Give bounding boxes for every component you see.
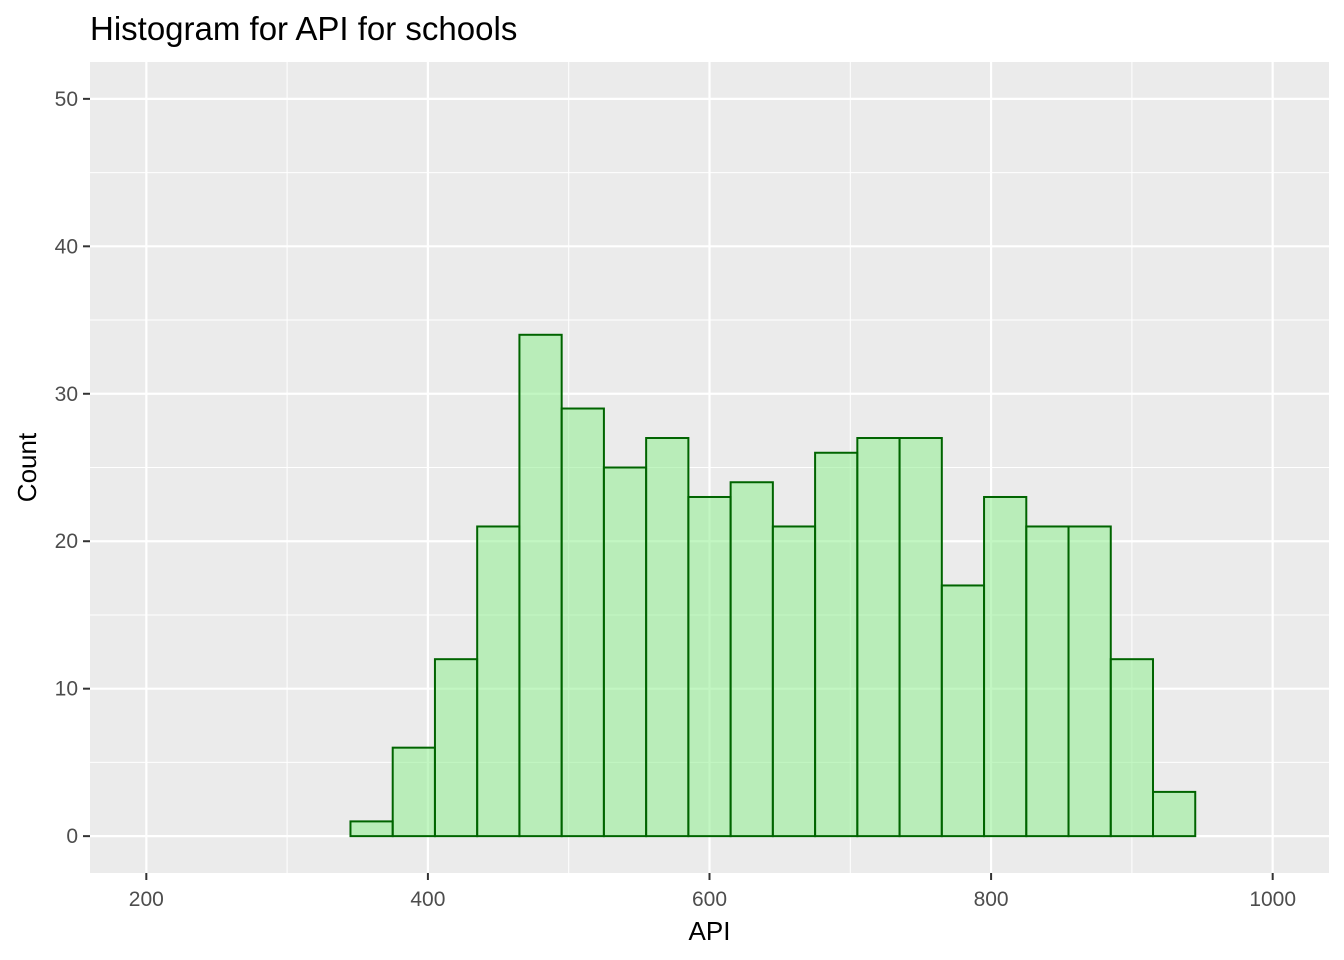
histogram-bar bbox=[687, 495, 732, 838]
y-tick-label: 10 bbox=[55, 678, 78, 701]
y-tick-label: 20 bbox=[55, 530, 78, 553]
y-tick-label: 0 bbox=[66, 825, 78, 848]
histogram-bar bbox=[645, 437, 690, 838]
histogram-bar bbox=[1067, 525, 1112, 838]
histogram-bar bbox=[391, 746, 436, 838]
x-tick-label: 800 bbox=[974, 888, 1009, 911]
x-tick-label: 600 bbox=[692, 888, 727, 911]
histogram-bar bbox=[856, 437, 901, 838]
y-tick-labels: 0 10 20 30 40 50 bbox=[55, 88, 78, 848]
histogram-bar bbox=[940, 584, 986, 838]
histogram-bar bbox=[1109, 658, 1155, 838]
x-axis-title: API bbox=[689, 916, 731, 946]
histogram-bar bbox=[814, 451, 859, 838]
histogram-bar bbox=[518, 333, 563, 838]
x-tick-label: 200 bbox=[129, 888, 164, 911]
axis-ticks bbox=[83, 97, 1274, 880]
histogram-bar bbox=[898, 437, 943, 838]
x-tick-label: 400 bbox=[410, 888, 445, 911]
histogram-bar bbox=[729, 481, 774, 838]
histogram-bars bbox=[349, 333, 1197, 838]
histogram-bar bbox=[1152, 790, 1197, 838]
histogram-bar bbox=[349, 820, 394, 838]
y-tick-label: 40 bbox=[55, 235, 78, 258]
y-tick-label: 50 bbox=[55, 88, 78, 111]
histogram-bar bbox=[1025, 525, 1070, 838]
histogram-bar bbox=[771, 525, 817, 838]
histogram-bar bbox=[983, 495, 1028, 838]
histogram-bar bbox=[476, 525, 521, 838]
y-tick-label: 30 bbox=[55, 383, 78, 406]
histogram-bar bbox=[560, 407, 605, 838]
x-tick-label: 1000 bbox=[1249, 888, 1296, 911]
histogram-bar bbox=[602, 466, 648, 838]
chart-title: Histogram for API for schools bbox=[90, 10, 518, 47]
x-tick-labels: 200 400 600 800 1000 bbox=[129, 888, 1296, 911]
histogram-bar bbox=[433, 658, 479, 838]
y-axis-title: Count bbox=[12, 432, 42, 502]
